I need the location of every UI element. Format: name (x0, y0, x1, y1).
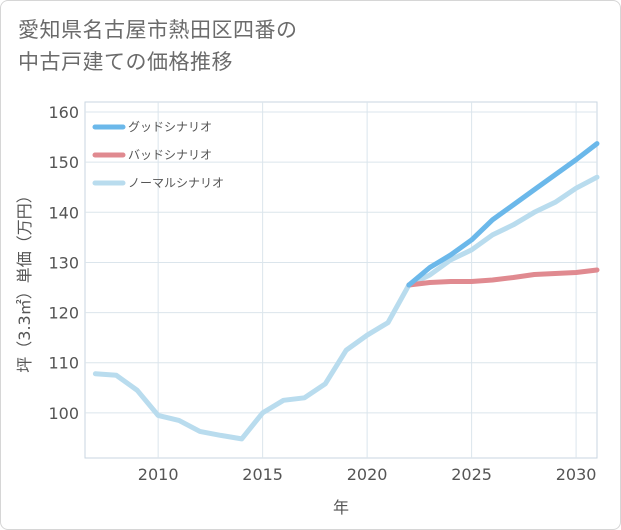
series-line-0 (406, 141, 600, 288)
legend-label-0: グッドシナリオ (128, 120, 212, 134)
series-line-2 (92, 174, 600, 442)
x-tick-label-2015: 2015 (242, 465, 283, 484)
y-tick-label-110: 110 (48, 354, 79, 373)
y-tick-label-120: 120 (48, 304, 79, 323)
series-lines (92, 141, 600, 442)
x-tick-label-2030: 2030 (556, 465, 597, 484)
y-tick-label-130: 130 (48, 253, 79, 272)
grid (85, 102, 597, 458)
y-axis-ticks: 100 110 120 130 140 150 160 (48, 103, 79, 423)
x-axis-ticks: 2010 2015 2020 2025 2030 (138, 465, 597, 484)
y-tick-label-160: 160 (48, 103, 79, 122)
x-tick-label-2025: 2025 (451, 465, 492, 484)
chart-title-line2: 中古戸建ての価格推移 (18, 50, 233, 74)
x-axis-label: 年 (333, 498, 349, 517)
y-tick-label-100: 100 (48, 404, 79, 423)
legend-label-1: バッドシナリオ (128, 148, 212, 162)
x-tick-label-2020: 2020 (347, 465, 388, 484)
legend-label-2: ノーマルシナリオ (128, 176, 224, 190)
y-tick-label-140: 140 (48, 203, 79, 222)
chart-title-line1: 愛知県名古屋市熱田区四番の (18, 18, 298, 42)
y-axis-label: 坪（3.3㎡）単価（万円） (15, 187, 34, 372)
x-tick-label-2010: 2010 (138, 465, 179, 484)
series-line-1 (406, 267, 600, 288)
chart-title: 愛知県名古屋市熱田区四番の 中古戸建ての価格推移 (18, 14, 298, 78)
y-tick-label-150: 150 (48, 153, 79, 172)
